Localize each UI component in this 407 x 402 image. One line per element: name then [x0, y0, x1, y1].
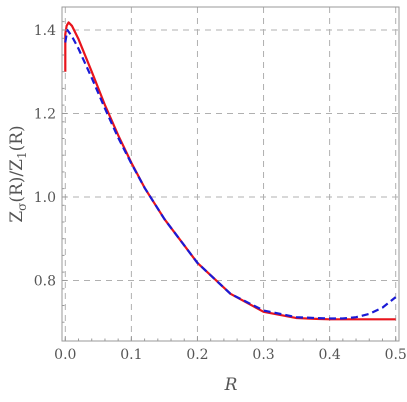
- series-lines: [64, 21, 397, 321]
- x-axis-label: R: [224, 375, 238, 395]
- x-tick-label: 0.3: [252, 347, 274, 363]
- y-label-end: (R): [7, 125, 27, 151]
- plot-frame: [61, 6, 400, 342]
- x-tick-label: 0.5: [385, 347, 407, 363]
- x-tick-label: 0.1: [120, 347, 142, 363]
- solid-series-line: [64, 21, 396, 321]
- ticks: [62, 21, 397, 341]
- x-tick-label: 0.0: [54, 347, 76, 363]
- x-tick-label: 0.2: [186, 347, 208, 363]
- y-label-sub-sigma: σ: [15, 203, 29, 211]
- x-tick-label: 0.4: [318, 347, 340, 363]
- y-label-sub-one: 1: [15, 151, 29, 159]
- y-tick-label: 1.0: [34, 190, 56, 206]
- y-tick-label: 0.8: [34, 273, 56, 289]
- y-axis-label: Zσ(R)/Z1(R): [7, 125, 29, 222]
- dashed-series-line: [64, 28, 397, 320]
- y-tick-label: 1.2: [34, 106, 56, 122]
- grid-lines: [62, 7, 399, 341]
- y-label-middle: (R)/Z: [7, 159, 27, 203]
- y-label-z-sigma: Z: [7, 211, 27, 223]
- y-tick-label: 1.4: [34, 23, 56, 39]
- tick-labels: 0.0 0.1 0.2 0.3 0.4 0.5 0.8 1.0 1.2 1.4: [34, 23, 407, 363]
